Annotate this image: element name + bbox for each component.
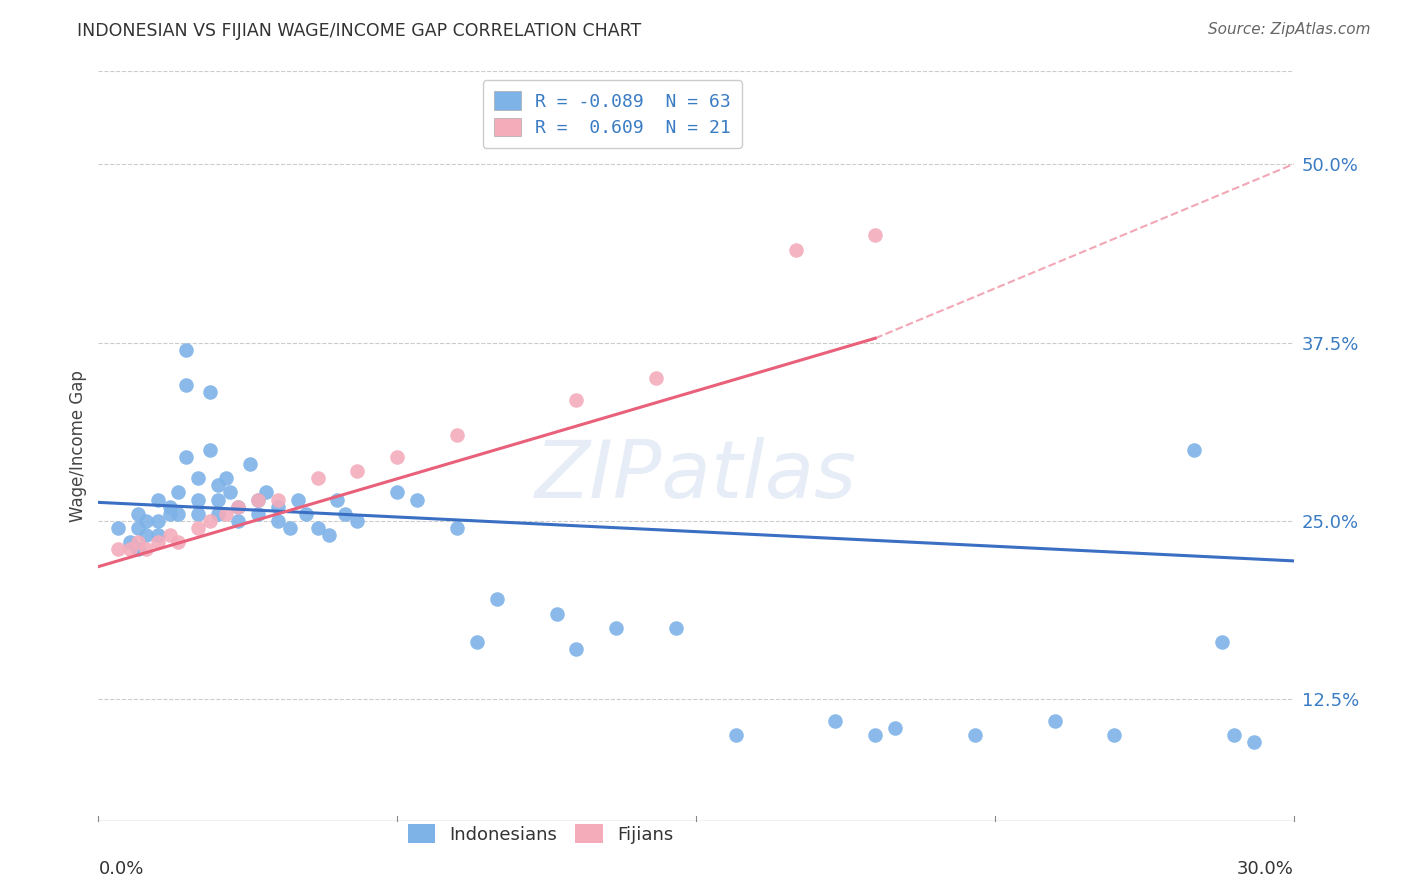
Point (884, 721, 907, 735)
Point (605, 621, 627, 635)
Point (207, 507, 229, 521)
Point (267, 500, 290, 514)
Point (127, 521, 149, 535)
Point (1104, 728, 1126, 742)
Point (215, 507, 238, 521)
Point (127, 535, 149, 549)
Point (1243, 735, 1265, 749)
Point (167, 535, 190, 549)
Point (174, 378, 197, 392)
Point (326, 492, 349, 507)
Point (148, 492, 170, 507)
Point (267, 514, 290, 528)
Point (148, 514, 170, 528)
Point (219, 485, 242, 500)
Point (1223, 728, 1246, 742)
Point (546, 607, 568, 621)
Point (159, 500, 181, 514)
Point (135, 514, 157, 528)
Point (127, 507, 149, 521)
Point (187, 492, 209, 507)
Point (187, 507, 209, 521)
Text: INDONESIAN VS FIJIAN WAGE/INCOME GAP CORRELATION CHART: INDONESIAN VS FIJIAN WAGE/INCOME GAP COR… (77, 22, 641, 40)
Point (239, 457, 262, 471)
Text: 30.0%: 30.0% (1237, 860, 1294, 878)
Point (226, 514, 249, 528)
Point (824, 714, 846, 728)
Point (446, 521, 468, 535)
Point (148, 528, 170, 542)
Point (406, 492, 429, 507)
Point (198, 442, 221, 457)
Point (187, 521, 209, 535)
Point (174, 343, 197, 357)
Point (665, 621, 688, 635)
Point (645, 371, 668, 385)
Point (1043, 714, 1066, 728)
Point (187, 471, 209, 485)
Text: Source: ZipAtlas.com: Source: ZipAtlas.com (1208, 22, 1371, 37)
Legend: Indonesians, Fijians: Indonesians, Fijians (399, 815, 682, 853)
Point (107, 521, 129, 535)
Point (267, 492, 290, 507)
Point (385, 485, 409, 500)
Point (565, 392, 588, 407)
Point (963, 728, 986, 742)
Point (159, 528, 181, 542)
Point (287, 492, 309, 507)
Point (246, 492, 269, 507)
Y-axis label: Wage/Income Gap: Wage/Income Gap (69, 370, 87, 522)
Point (446, 428, 468, 442)
Point (207, 478, 229, 492)
Point (865, 728, 887, 742)
Point (215, 471, 238, 485)
Point (318, 528, 340, 542)
Point (127, 542, 149, 557)
Point (335, 507, 357, 521)
Point (346, 514, 368, 528)
Point (148, 535, 170, 549)
Point (294, 507, 316, 521)
Point (465, 635, 488, 649)
Point (785, 243, 807, 257)
Point (485, 592, 508, 607)
Point (120, 542, 142, 557)
Point (1211, 635, 1233, 649)
Point (135, 528, 157, 542)
Point (346, 464, 368, 478)
Point (724, 728, 747, 742)
Point (246, 492, 269, 507)
Point (120, 535, 142, 549)
Point (167, 507, 190, 521)
Point (159, 507, 181, 521)
Point (207, 492, 229, 507)
Point (107, 542, 129, 557)
Point (167, 485, 190, 500)
Point (278, 521, 301, 535)
Point (865, 228, 887, 243)
Point (135, 542, 157, 557)
Point (307, 471, 329, 485)
Point (198, 385, 221, 400)
Point (226, 500, 249, 514)
Point (198, 514, 221, 528)
Point (307, 521, 329, 535)
Point (385, 450, 409, 464)
Point (174, 450, 197, 464)
Text: ZIPatlas: ZIPatlas (534, 437, 858, 515)
Text: 0.0%: 0.0% (98, 860, 143, 878)
Point (246, 507, 269, 521)
Point (1182, 442, 1205, 457)
Point (565, 642, 588, 657)
Point (254, 485, 277, 500)
Point (226, 500, 249, 514)
